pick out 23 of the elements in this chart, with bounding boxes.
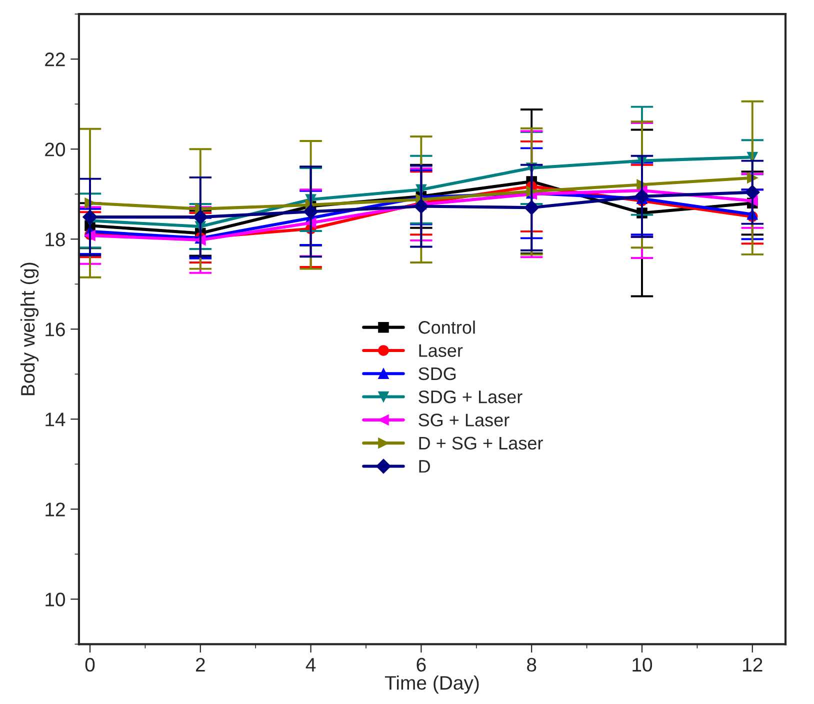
legend-label: SG + Laser [418,414,510,426]
y-tick-label: 10 [46,592,66,606]
x-axis-title: Time (Day) [384,675,479,694]
legend-label: D + SG + Laser [419,436,543,450]
x-tick-label: 6 [416,658,426,672]
x-tick-label: 12 [743,658,762,672]
y-tick-label: 22 [45,52,65,66]
x-tick-label: 4 [306,658,316,672]
legend-label: SDG + Laser [418,390,522,404]
y-tick-label: 18 [46,232,65,246]
x-tick-label: 10 [632,658,652,672]
legend-label: Laser [419,344,463,357]
y-tick-label: 12 [46,502,65,516]
y-tick-label: 20 [45,142,66,156]
y-axis-title: Body weight (g) [20,262,39,396]
legend-label: Control [418,320,475,334]
legend-label: D [419,460,430,473]
y-tick-label: 16 [46,322,65,336]
x-tick-label: 2 [196,658,205,672]
x-tick-label: 8 [527,658,536,672]
y-tick-label: 14 [46,412,66,426]
x-tick-label: 0 [85,658,95,672]
legend-label: SDG [418,367,456,380]
